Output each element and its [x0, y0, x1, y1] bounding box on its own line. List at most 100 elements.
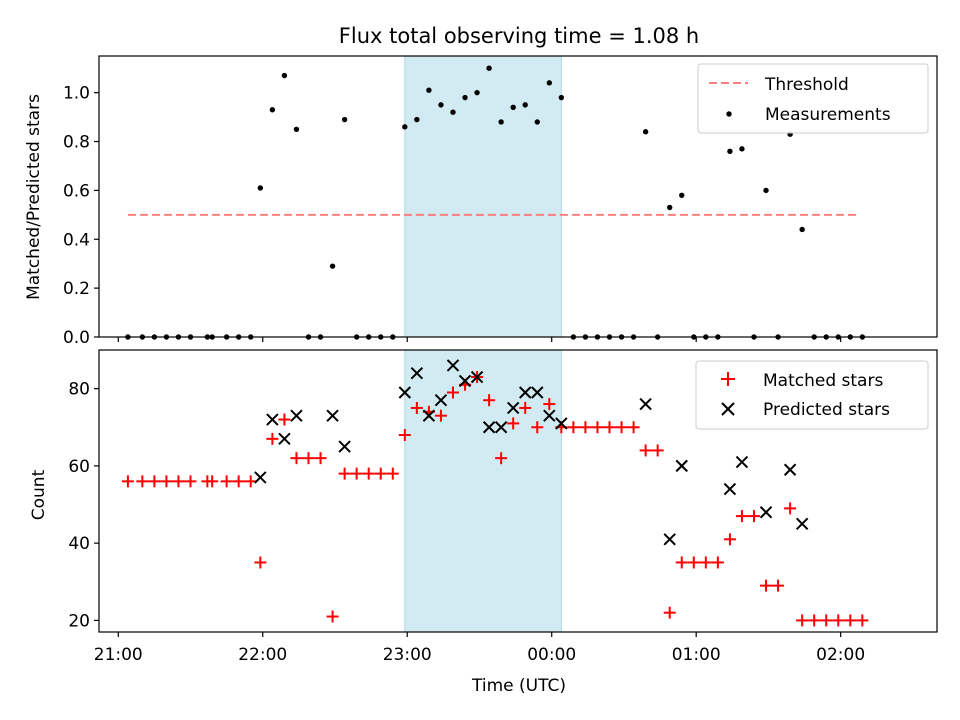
- predicted-star-point: [398, 386, 412, 399]
- matched-star-point: [772, 579, 785, 592]
- matched-star-point: [398, 428, 411, 441]
- matched-star-point: [507, 417, 520, 430]
- measurement-point: [269, 107, 276, 113]
- predicted-star-point: [338, 440, 351, 453]
- panel-count: 21:00 22:00 23:00 00:00 01:00 02:00 20406080 …: [29, 349, 938, 696]
- matched-star-point: [723, 533, 736, 546]
- matched-star-point: [483, 394, 496, 407]
- predicted-star-point: [326, 409, 339, 422]
- matched-star-point: [627, 421, 640, 434]
- matched-star-point: [615, 421, 628, 434]
- matched-star-point: [184, 475, 197, 488]
- measurement-point: [438, 102, 444, 108]
- matched-star-point: [434, 409, 447, 422]
- panel-count-xlabel: Time (UTC): [471, 676, 566, 696]
- panel-count-xtick-label: 00:00: [527, 645, 576, 665]
- predicted-star-point: [470, 370, 484, 384]
- measurement-point: [486, 65, 492, 71]
- measurement-point: [679, 192, 685, 198]
- matched-star-point: [747, 510, 760, 523]
- matched-star-point: [663, 606, 676, 619]
- matched-star-point: [699, 556, 712, 569]
- measurement-point: [763, 187, 769, 194]
- predicted-star-point: [759, 506, 773, 519]
- panel-count-ytick-label: 60: [68, 457, 90, 477]
- matched-star-point: [220, 475, 233, 488]
- panel-count-ytick-label: 20: [68, 611, 90, 631]
- matched-star-point: [160, 475, 173, 488]
- matched-star-point: [374, 467, 387, 480]
- panel-count-ytick-label: 40: [68, 534, 90, 554]
- panel-count-observing-span: [404, 349, 562, 633]
- matched-star-point: [206, 475, 219, 488]
- matched-star-point: [808, 614, 821, 627]
- legend-threshold-label: Threshold: [764, 75, 849, 95]
- legend-matched-swatch: [721, 372, 735, 386]
- predicted-star-point: [783, 463, 797, 476]
- matched-star-point: [350, 467, 363, 480]
- panel-count-legend: Matched stars Predicted stars: [695, 360, 929, 430]
- panel-count-ytick-label: 80: [68, 380, 90, 400]
- predicted-star-point: [639, 397, 652, 411]
- panel-ratio-ytick-label: 0.2: [63, 279, 90, 299]
- predicted-star-point: [266, 413, 279, 426]
- panel-count-frame: [98, 349, 938, 633]
- legend-predicted-label: Predicted stars: [763, 400, 890, 420]
- legend-matched-label: Matched stars: [763, 371, 883, 391]
- legend-measurement-label: Measurements: [765, 105, 891, 125]
- measurement-point: [450, 109, 456, 115]
- predicted-star-point: [519, 386, 532, 399]
- measurement-point: [293, 126, 300, 133]
- measurement-point: [799, 226, 805, 233]
- matched-star-point: [603, 421, 616, 434]
- matched-star-point: [495, 452, 508, 465]
- matched-star-point: [711, 556, 724, 569]
- matched-star-point: [121, 475, 134, 488]
- measurement-point: [329, 263, 336, 269]
- predicted-star-point: [458, 374, 472, 388]
- predicted-star-point: [675, 459, 688, 473]
- matched-star-point: [543, 398, 556, 411]
- measurement-point: [462, 94, 468, 101]
- matched-star-point: [254, 556, 267, 569]
- matched-star-point: [856, 614, 869, 627]
- matched-star-point: [338, 467, 351, 480]
- matched-star-point: [844, 614, 857, 627]
- predicted-star-point: [494, 421, 508, 434]
- legend-predicted-swatch: [721, 402, 735, 416]
- panel-ratio-frame: [98, 55, 938, 338]
- measurement-point: [474, 89, 480, 96]
- predicted-star-point: [434, 394, 448, 407]
- predicted-star-point: [795, 517, 809, 531]
- matched-star-point: [326, 610, 339, 623]
- panel-count-xtick-label: 02:00: [816, 645, 865, 665]
- legend-box: [697, 63, 929, 134]
- predicted-star-point: [531, 386, 544, 399]
- predicted-star-point: [422, 409, 436, 422]
- predicted-star-point: [506, 401, 520, 415]
- matched-star-point: [148, 475, 161, 488]
- panel-count-xtick-label: 22:00: [238, 645, 287, 665]
- matched-star-point: [410, 401, 423, 414]
- matched-star-point: [591, 421, 604, 434]
- matched-star-point: [136, 475, 149, 488]
- predicted-star-point: [278, 432, 291, 446]
- panel-count-xtick-label: 23:00: [383, 645, 432, 665]
- matched-star-point: [651, 444, 664, 457]
- predicted-star-point: [555, 417, 568, 430]
- predicted-star-point: [735, 455, 749, 469]
- panel-ratio-ytick-label: 1.0: [63, 84, 90, 104]
- chart-title: Flux total observing time = 1.08 h: [339, 24, 699, 48]
- predicted-star-point: [482, 421, 496, 434]
- predicted-star-point: [254, 471, 267, 484]
- measurement-point: [739, 146, 745, 152]
- matched-star-point: [302, 452, 315, 465]
- matched-star-point: [266, 432, 279, 445]
- predicted-star-point: [410, 366, 424, 380]
- panel-ratio-ylabel: Matched/Predicted stars: [24, 94, 44, 300]
- matched-star-point: [639, 444, 652, 457]
- matched-star-point: [784, 502, 797, 515]
- legend-measurement-swatch: [726, 111, 732, 117]
- panel-ratio-ytick-label: 0.6: [63, 181, 90, 201]
